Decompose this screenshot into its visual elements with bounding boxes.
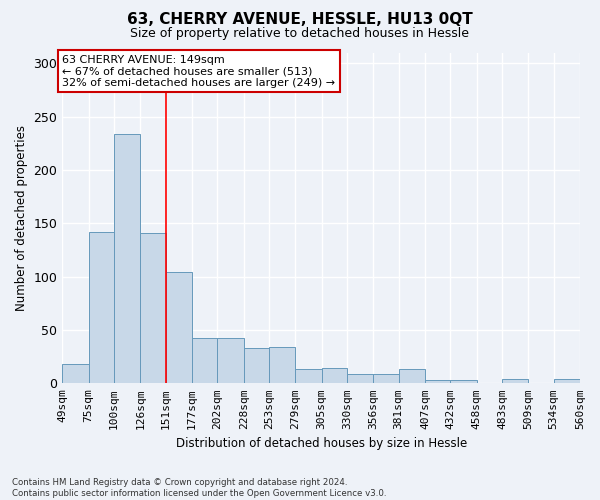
Bar (554, 379, 580, 384)
Text: Contains HM Land Registry data © Crown copyright and database right 2024.
Contai: Contains HM Land Registry data © Crown c… (12, 478, 386, 498)
Bar (295, 370, 322, 384)
Text: 63, CHERRY AVENUE, HESSLE, HU13 0QT: 63, CHERRY AVENUE, HESSLE, HU13 0QT (127, 12, 473, 28)
Bar (244, 348, 269, 384)
Bar (373, 374, 398, 384)
Bar (114, 134, 140, 384)
Bar (62, 364, 89, 384)
Bar (192, 338, 217, 384)
Bar (322, 368, 347, 384)
Bar (451, 380, 476, 384)
Bar (140, 233, 166, 384)
Bar (89, 232, 114, 384)
Bar (166, 272, 192, 384)
Bar (347, 374, 373, 384)
Text: 63 CHERRY AVENUE: 149sqm
← 67% of detached houses are smaller (513)
32% of semi-: 63 CHERRY AVENUE: 149sqm ← 67% of detach… (62, 54, 335, 88)
Bar (398, 370, 425, 384)
Bar (217, 338, 244, 384)
Bar (425, 380, 451, 384)
Bar (269, 347, 295, 384)
Text: Size of property relative to detached houses in Hessle: Size of property relative to detached ho… (131, 28, 470, 40)
Bar (502, 379, 529, 384)
X-axis label: Distribution of detached houses by size in Hessle: Distribution of detached houses by size … (176, 437, 467, 450)
Y-axis label: Number of detached properties: Number of detached properties (15, 125, 28, 311)
Bar (580, 381, 600, 384)
